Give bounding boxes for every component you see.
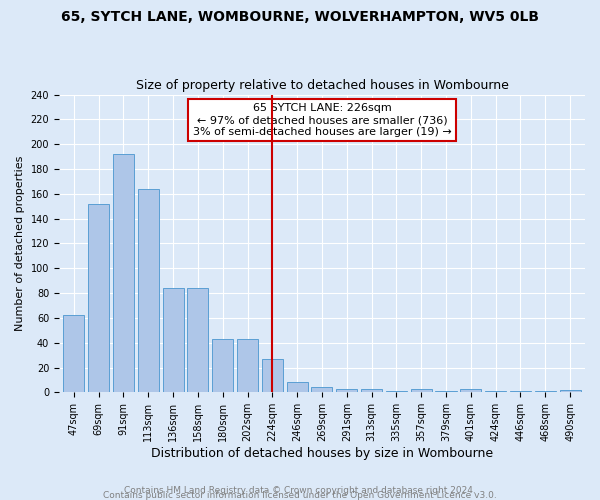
Bar <box>237 339 258 392</box>
Bar <box>436 391 457 392</box>
Bar <box>560 390 581 392</box>
Bar <box>88 204 109 392</box>
Bar <box>212 339 233 392</box>
Bar <box>262 359 283 392</box>
Bar <box>63 316 85 392</box>
Bar <box>535 391 556 392</box>
Bar <box>410 388 432 392</box>
X-axis label: Distribution of detached houses by size in Wombourne: Distribution of detached houses by size … <box>151 447 493 460</box>
Bar <box>336 388 358 392</box>
Bar <box>361 388 382 392</box>
Bar <box>163 288 184 393</box>
Bar <box>113 154 134 392</box>
Text: Contains public sector information licensed under the Open Government Licence v3: Contains public sector information licen… <box>103 491 497 500</box>
Bar <box>510 391 531 392</box>
Bar <box>187 288 208 393</box>
Text: 65, SYTCH LANE, WOMBOURNE, WOLVERHAMPTON, WV5 0LB: 65, SYTCH LANE, WOMBOURNE, WOLVERHAMPTON… <box>61 10 539 24</box>
Bar <box>137 189 159 392</box>
Text: 65 SYTCH LANE: 226sqm
← 97% of detached houses are smaller (736)
3% of semi-deta: 65 SYTCH LANE: 226sqm ← 97% of detached … <box>193 104 451 136</box>
Bar <box>311 388 332 392</box>
Title: Size of property relative to detached houses in Wombourne: Size of property relative to detached ho… <box>136 79 508 92</box>
Bar <box>287 382 308 392</box>
Bar <box>386 391 407 392</box>
Y-axis label: Number of detached properties: Number of detached properties <box>15 156 25 331</box>
Bar <box>460 388 481 392</box>
Text: Contains HM Land Registry data © Crown copyright and database right 2024.: Contains HM Land Registry data © Crown c… <box>124 486 476 495</box>
Bar <box>485 391 506 392</box>
